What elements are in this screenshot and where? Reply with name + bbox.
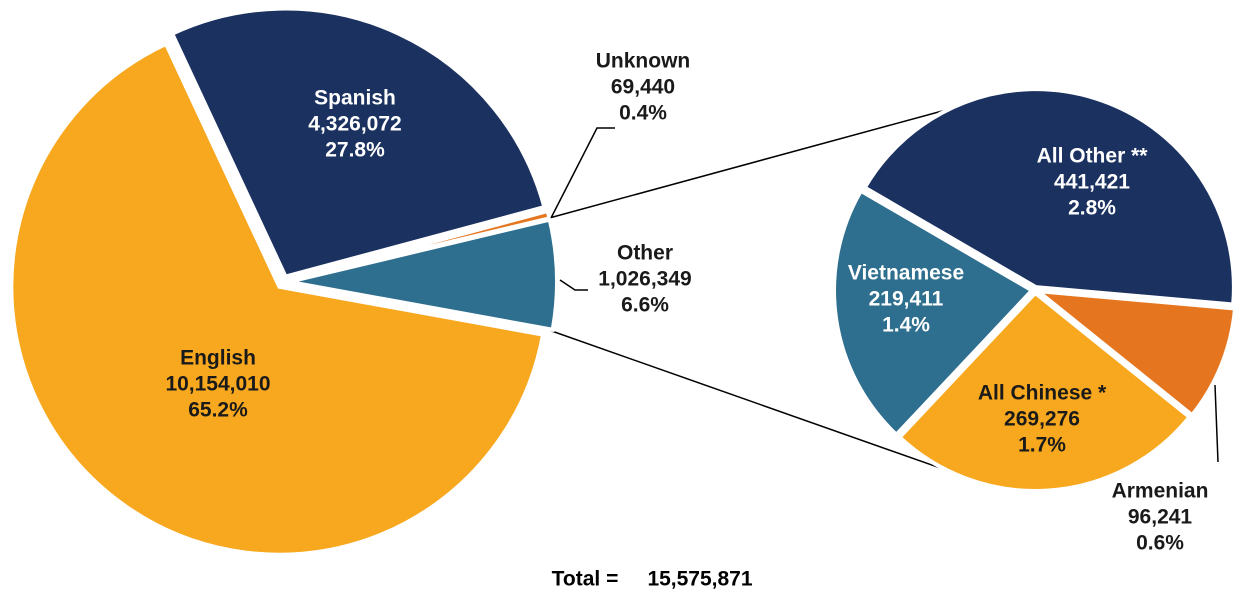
pie-slice [9, 41, 546, 557]
slice-value: 441,421 [1054, 171, 1130, 194]
leader-line [547, 108, 951, 220]
total-label: Total = [552, 568, 619, 591]
slice-percent: 1.7% [1018, 434, 1066, 457]
leader-line [550, 127, 615, 219]
slice-percent: 65.2% [188, 399, 248, 422]
pie-slice [1031, 288, 1238, 418]
slice-label: Unknown [596, 50, 691, 73]
slice-label: Other [617, 242, 673, 265]
slice-label: All Other ** [1037, 145, 1149, 168]
slice-percent: 0.6% [1136, 532, 1184, 555]
leader-line [1214, 384, 1219, 463]
slice-label: All Chinese * [978, 382, 1107, 405]
pie-slice [862, 87, 1236, 307]
slice-value: 219,411 [869, 288, 944, 311]
slice-label: Vietnamese [848, 262, 964, 285]
slice-label: Armenian [1112, 480, 1209, 503]
slice-value: 10,154,010 [165, 373, 270, 396]
slice-percent: 6.6% [621, 294, 669, 317]
total-value: 15,575,871 [647, 568, 752, 591]
pie-slice [169, 6, 547, 279]
leader-line [550, 329, 954, 474]
slice-value: 269,276 [1004, 408, 1080, 431]
pie-slice [896, 290, 1193, 493]
slice-percent: 2.8% [1068, 197, 1116, 220]
pie-slice [832, 188, 1036, 438]
leader-line [559, 279, 588, 291]
slice-percent: 0.4% [619, 102, 667, 125]
slice-value: 4,326,072 [308, 113, 401, 136]
slice-value: 1,026,349 [598, 268, 691, 291]
slice-label: Spanish [314, 87, 396, 110]
pie-slice [288, 217, 559, 333]
slice-value: 96,241 [1128, 506, 1193, 529]
slice-value: 69,440 [611, 76, 675, 99]
slice-percent: 27.8% [325, 139, 385, 162]
slice-label: English [180, 347, 256, 370]
slice-percent: 1.4% [882, 314, 930, 337]
